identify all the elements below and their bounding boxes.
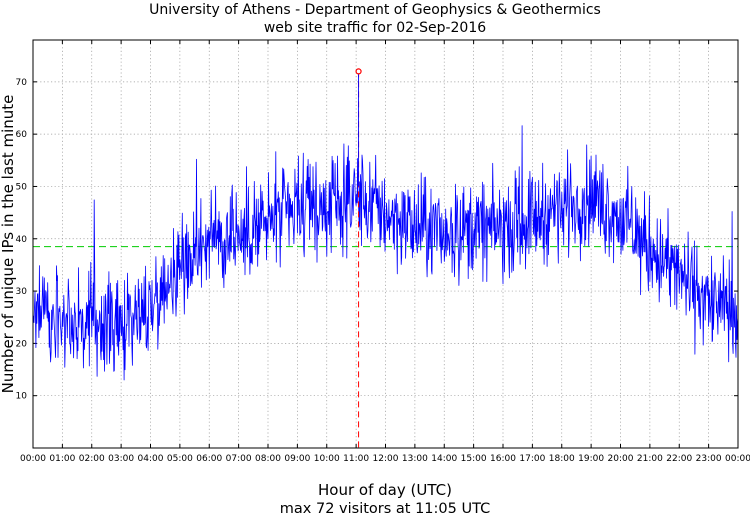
- x-tick-label: 12:00: [373, 454, 399, 464]
- x-tick-label: 08:00: [255, 454, 281, 464]
- x-tick-label: 11:00: [343, 454, 369, 464]
- y-tick-labels: 10 20 30 40 50 60 70: [16, 78, 28, 402]
- x-tick-labels: 00:00 01:00 02:00 03:00 04:00 05:00 06:00 07:00…: [20, 454, 750, 464]
- x-tick-label: 03:00: [108, 454, 134, 464]
- y-tick-label: 20: [16, 339, 28, 349]
- x-tick-label: 18:00: [549, 454, 575, 464]
- x-tick-label: 14:00: [431, 454, 457, 464]
- x-tick-label: 04:00: [138, 454, 164, 464]
- x-tick-label: 05:00: [167, 454, 193, 464]
- x-tick-label: 21:00: [637, 454, 663, 464]
- x-tick-label: 19:00: [578, 454, 604, 464]
- x-tick-label: 16:00: [490, 454, 516, 464]
- max-marker-point: [355, 68, 362, 75]
- chart-subtitle: web site traffic for 02-Sep-2016: [264, 20, 486, 36]
- x-tick-label: 15:00: [461, 454, 487, 464]
- y-tick-label: 70: [16, 78, 28, 88]
- x-tick-label: 02:00: [79, 454, 105, 464]
- x-tick-label: 00:00: [20, 454, 46, 464]
- chart-title: University of Athens - Department of Geo…: [149, 2, 601, 18]
- series-group: [32, 125, 739, 381]
- y-tick-label: 10: [16, 392, 28, 402]
- x-tick-label: 00:00: [725, 454, 750, 464]
- max-marker-group: [355, 68, 362, 448]
- x-tick-label: 22:00: [666, 454, 692, 464]
- x-tick-label: 09:00: [284, 454, 310, 464]
- x-tick-label: 06:00: [196, 454, 222, 464]
- x-tick-label: 01:00: [49, 454, 75, 464]
- y-axis-label: Number of unique IPs in the last minute: [0, 95, 17, 394]
- y-tick-label: 60: [16, 130, 28, 140]
- x-tick-label: 07:00: [226, 454, 252, 464]
- plot-frame: [32, 39, 739, 449]
- y-tick-label: 30: [16, 287, 28, 297]
- x-tick-label: 17:00: [519, 454, 545, 464]
- y-tick-label: 50: [16, 182, 28, 192]
- x-tick-label: 13:00: [402, 454, 428, 464]
- max-visitors-caption: max 72 visitors at 11:05 UTC: [280, 501, 490, 515]
- x-tick-label: 20:00: [608, 454, 634, 464]
- x-tick-label: 23:00: [696, 454, 722, 464]
- x-tick-label: 10:00: [314, 454, 340, 464]
- series-line-0: [32, 125, 739, 381]
- y-tick-label: 40: [16, 235, 28, 245]
- x-axis-label: Hour of day (UTC): [318, 481, 452, 499]
